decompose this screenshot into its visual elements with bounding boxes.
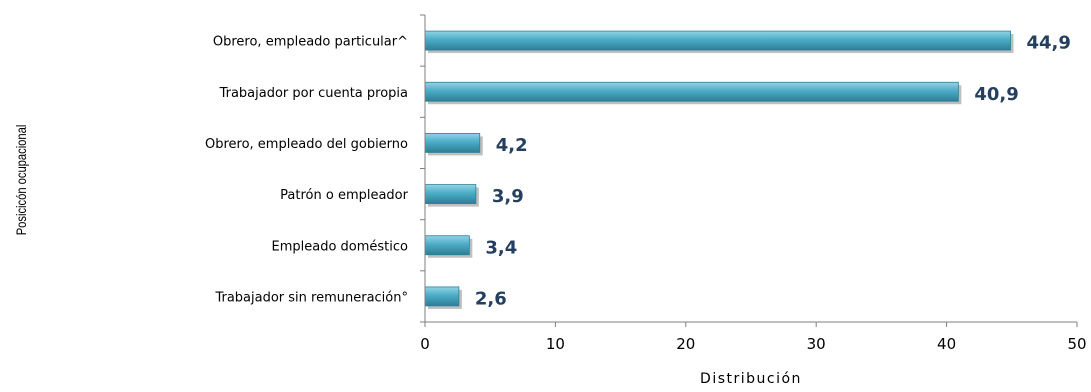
value-label-2: 40,9 — [974, 84, 1018, 105]
category-label-5: Empleado doméstico — [272, 239, 409, 254]
labels: Obrero, empleado particular^ 44,9 Trabajad… — [205, 33, 1087, 353]
value-label-4: 3,9 — [492, 186, 524, 207]
category-label-4: Patrón o empleador — [280, 188, 408, 203]
x-axis-title: Distribución — [700, 371, 802, 387]
value-label-3: 4,2 — [496, 135, 528, 156]
axes — [420, 14, 1078, 327]
bar-1 — [424, 30, 1011, 51]
x-tick-label-0: 0 — [420, 335, 430, 353]
bars — [424, 30, 1014, 309]
value-label-6: 2,6 — [475, 288, 507, 309]
category-label-3: Obrero, empleado del gobierno — [205, 137, 408, 152]
category-label-2: Trabajador por cuenta propia — [219, 86, 408, 101]
x-tick-label-2: 20 — [676, 335, 695, 353]
category-label-1: Obrero, empleado particular^ — [213, 35, 408, 50]
category-label-6: Trabajador sin remuneración° — [214, 290, 408, 305]
value-label-1: 44,9 — [1026, 33, 1070, 54]
bar-6 — [424, 286, 460, 307]
bar-4 — [424, 184, 477, 204]
x-tick-label-4: 40 — [937, 335, 956, 353]
bar-5 — [424, 235, 470, 256]
y-axis-title: Posicicón ocupacional — [14, 125, 29, 236]
x-tick-label-3: 30 — [807, 335, 826, 353]
x-tick-label-5: 50 — [1067, 335, 1086, 353]
x-tick-label-1: 10 — [546, 335, 565, 353]
value-label-5: 3,4 — [485, 237, 517, 258]
bar-3 — [424, 133, 481, 153]
bar-2 — [424, 81, 959, 102]
